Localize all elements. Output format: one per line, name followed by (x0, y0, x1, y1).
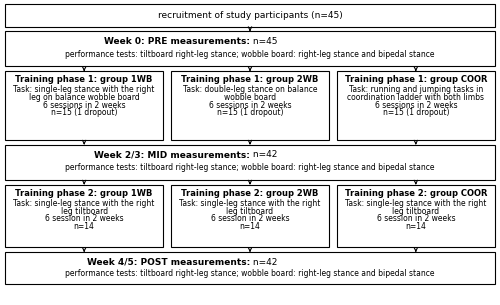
FancyBboxPatch shape (5, 71, 164, 140)
Text: 6 sessions in 2 weeks: 6 sessions in 2 weeks (374, 101, 457, 110)
Text: 6 session in 2 weeks: 6 session in 2 weeks (210, 214, 290, 223)
Text: n=14: n=14 (240, 222, 260, 231)
FancyBboxPatch shape (5, 185, 164, 247)
Text: Training phase 1: group 2WB: Training phase 1: group 2WB (182, 75, 318, 84)
Text: Week 2/3: MID measurements:: Week 2/3: MID measurements: (94, 150, 250, 159)
Text: 6 session in 2 weeks: 6 session in 2 weeks (45, 214, 124, 223)
Text: performance tests: tiltboard right-leg stance; wobble board: right-leg stance an: performance tests: tiltboard right-leg s… (65, 163, 435, 172)
Text: n=15 (1 dropout): n=15 (1 dropout) (51, 108, 118, 117)
Text: n=42: n=42 (250, 258, 278, 267)
Text: Training phase 2: group COOR: Training phase 2: group COOR (344, 189, 487, 198)
Text: 6 session in 2 weeks: 6 session in 2 weeks (376, 214, 455, 223)
Text: n=45: n=45 (250, 37, 278, 46)
Text: n=42: n=42 (250, 150, 278, 159)
Text: recruitment of study participants (n=45): recruitment of study participants (n=45) (158, 11, 342, 20)
FancyBboxPatch shape (5, 252, 495, 284)
Text: n=15 (1 dropout): n=15 (1 dropout) (382, 108, 449, 117)
FancyBboxPatch shape (171, 185, 329, 247)
Text: performance tests: tiltboard right-leg stance; wobble board: right-leg stance an: performance tests: tiltboard right-leg s… (65, 50, 435, 59)
Text: Week 4/5: POST measurements:: Week 4/5: POST measurements: (87, 258, 250, 267)
FancyBboxPatch shape (5, 4, 495, 27)
Text: Training phase 1: group COOR: Training phase 1: group COOR (344, 75, 487, 84)
FancyBboxPatch shape (171, 71, 329, 140)
Text: 6 sessions in 2 weeks: 6 sessions in 2 weeks (208, 101, 292, 110)
Text: leg tiltboard: leg tiltboard (226, 206, 274, 216)
FancyBboxPatch shape (336, 185, 495, 247)
Text: Training phase 2: group 1WB: Training phase 2: group 1WB (16, 189, 153, 198)
Text: leg tiltboard: leg tiltboard (392, 206, 440, 216)
Text: leg on balance wobble board: leg on balance wobble board (29, 93, 140, 102)
Text: n=15 (1 dropout): n=15 (1 dropout) (217, 108, 283, 117)
Text: Task: single-leg stance with the right: Task: single-leg stance with the right (345, 199, 486, 208)
Text: wobble board: wobble board (224, 93, 276, 102)
Text: performance tests: tiltboard right-leg stance; wobble board: right-leg stance an: performance tests: tiltboard right-leg s… (65, 269, 435, 278)
FancyBboxPatch shape (5, 31, 495, 66)
Text: n=14: n=14 (406, 222, 426, 231)
FancyBboxPatch shape (336, 71, 495, 140)
Text: n=14: n=14 (74, 222, 94, 231)
Text: 6 sessions in 2 weeks: 6 sessions in 2 weeks (43, 101, 126, 110)
FancyBboxPatch shape (5, 145, 495, 180)
Text: Task: single-leg stance with the right: Task: single-leg stance with the right (14, 85, 155, 95)
Text: Task: running and jumping tasks in: Task: running and jumping tasks in (348, 85, 483, 95)
Text: Task: single-leg stance with the right: Task: single-leg stance with the right (180, 199, 320, 208)
Text: Task: double-leg stance on balance: Task: double-leg stance on balance (183, 85, 318, 95)
Text: coordination ladder with both limbs: coordination ladder with both limbs (348, 93, 484, 102)
Text: leg tiltboard: leg tiltboard (60, 206, 108, 216)
Text: Training phase 1: group 1WB: Training phase 1: group 1WB (16, 75, 153, 84)
Text: Week 0: PRE measurements:: Week 0: PRE measurements: (104, 37, 250, 46)
Text: Training phase 2: group 2WB: Training phase 2: group 2WB (182, 189, 318, 198)
Text: Task: single-leg stance with the right: Task: single-leg stance with the right (14, 199, 155, 208)
